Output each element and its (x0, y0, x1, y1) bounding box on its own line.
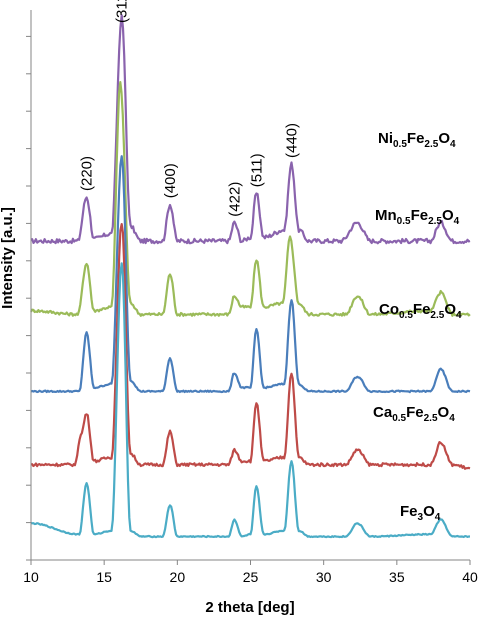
peak-label: (422) (226, 182, 243, 217)
x-tick-label: 10 (23, 569, 39, 585)
x-tick-label: 40 (462, 569, 478, 585)
peak-label: (400) (162, 163, 179, 198)
peak-label: (511) (248, 153, 265, 187)
series-labels: Ni0.5Fe2.5O4 Mn0.5Fe2.5O4 Co0.5Fe2.5O4 Ca0.… (373, 130, 462, 523)
plot-area (30, 14, 471, 539)
x-axis: 10 15 20 25 30 35 40 (23, 559, 478, 585)
y-axis (26, 10, 32, 561)
series-label-0: Ni0.5Fe2.5O4 (378, 130, 456, 150)
x-tick-label: 30 (316, 569, 332, 585)
series-line-2 (30, 155, 471, 394)
x-tick-label: 15 (96, 569, 112, 585)
x-tick-label: 20 (170, 569, 186, 585)
y-axis-title: Intensity [a.u.] (0, 207, 16, 309)
series-label-4: Fe3O4 (400, 503, 441, 523)
peak-label: (440) (284, 123, 301, 158)
x-axis-title: 2 theta [deg] (205, 599, 294, 616)
peak-labels: (220) (311) (400) (422) (511) (440) (79, 0, 301, 217)
x-tick-label: 25 (243, 569, 259, 585)
series-line-4 (30, 262, 470, 539)
series-label-3: Ca0.5Fe2.5O4 (373, 404, 455, 424)
series-line-1 (30, 81, 471, 317)
peak-label: (220) (79, 156, 96, 191)
series-line-3 (30, 223, 471, 470)
series-label-2: Co0.5Fe2.5O4 (379, 301, 462, 321)
x-tick-label: 35 (389, 569, 405, 585)
series-line-0 (30, 14, 471, 245)
peak-label: (311) (114, 0, 131, 23)
series-label-1: Mn0.5Fe2.5O4 (375, 207, 460, 227)
